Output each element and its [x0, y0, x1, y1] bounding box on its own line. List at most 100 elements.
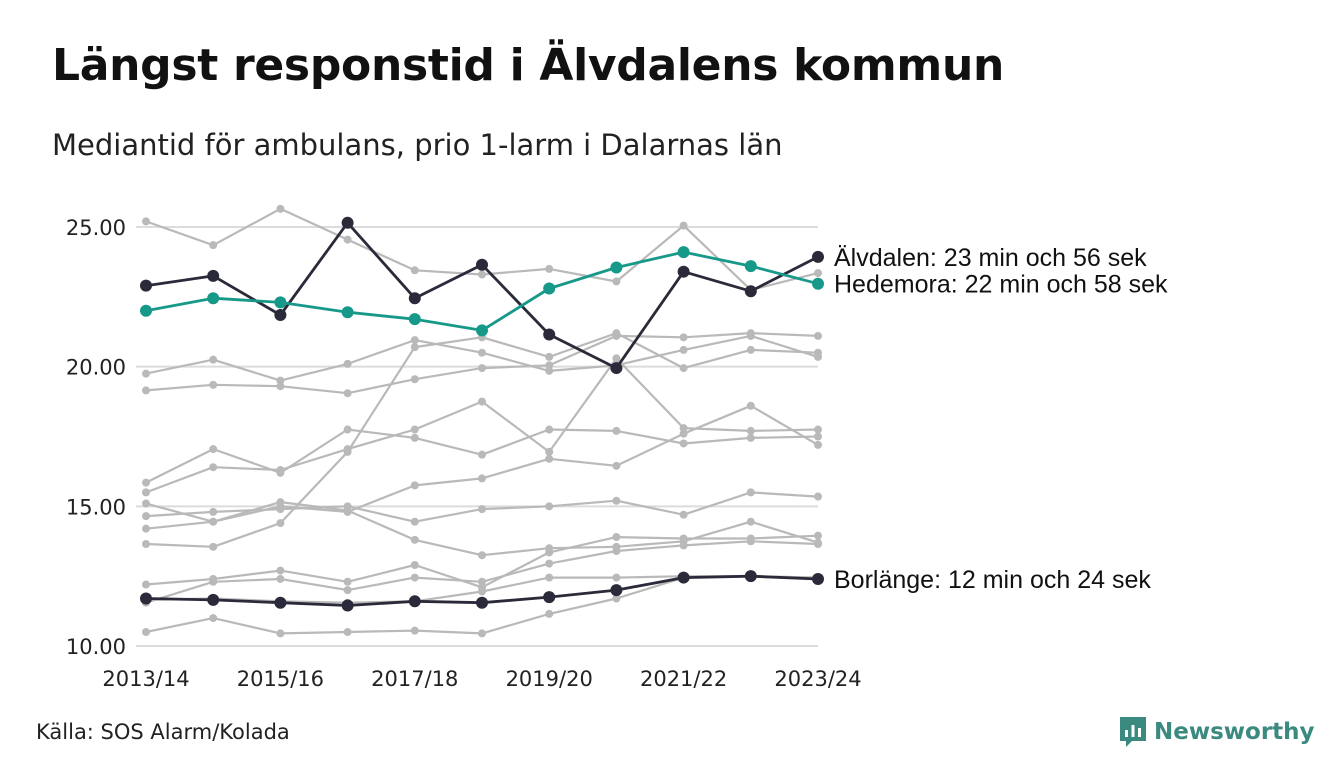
x-axis-ticks: 2013/14 2015/16 2017/18 2019/20 2021/22 2023/… — [102, 667, 861, 691]
data-point — [142, 512, 150, 521]
data-point — [343, 235, 352, 244]
data-point — [343, 389, 352, 398]
data-point — [677, 265, 690, 278]
data-point — [209, 517, 218, 526]
data-point — [545, 502, 554, 511]
data-point — [209, 614, 218, 623]
chart-subtitle: Mediantid för ambulans, prio 1-larm i Da… — [52, 128, 783, 162]
data-point — [140, 592, 152, 605]
data-point — [612, 354, 621, 363]
data-point — [746, 517, 755, 526]
y-tick-label: 25.00 — [66, 216, 126, 240]
data-point — [478, 364, 486, 373]
data-point — [744, 260, 757, 273]
data-point — [410, 375, 419, 384]
data-point — [410, 573, 419, 582]
data-point — [612, 426, 621, 435]
data-point — [476, 324, 488, 337]
data-point — [142, 217, 150, 226]
series-end-label: Hedemora: 22 min och 58 sek — [834, 271, 1168, 299]
data-point — [274, 296, 287, 309]
data-point — [274, 596, 287, 609]
y-tick-label: 15.00 — [66, 495, 126, 519]
data-point — [478, 577, 486, 586]
data-point — [679, 424, 688, 433]
data-point — [814, 269, 822, 278]
x-tick-label: 2019/20 — [506, 667, 593, 691]
data-point — [814, 331, 822, 340]
data-point — [476, 258, 488, 271]
data-point — [341, 216, 354, 229]
data-point — [142, 499, 150, 508]
data-point — [341, 599, 354, 612]
data-point — [207, 269, 220, 282]
data-point — [343, 577, 352, 586]
data-point — [209, 463, 218, 472]
data-point — [478, 270, 486, 279]
data-point — [140, 304, 152, 317]
data-point — [140, 279, 152, 292]
x-tick-label: 2015/16 — [237, 667, 324, 691]
data-point — [746, 488, 755, 497]
background-series-line — [142, 329, 822, 551]
data-point — [209, 380, 218, 389]
data-point — [276, 376, 285, 385]
highlighted-series — [140, 216, 824, 612]
data-point — [343, 586, 352, 595]
data-point — [341, 306, 354, 319]
data-point — [543, 591, 556, 604]
data-point — [209, 507, 218, 516]
data-point — [142, 628, 150, 637]
brand-name: Newsworthy — [1154, 719, 1315, 745]
x-tick-label: 2017/18 — [371, 667, 458, 691]
data-point — [142, 540, 150, 549]
data-point — [343, 628, 352, 637]
data-point — [545, 454, 554, 463]
data-point — [612, 594, 621, 603]
background-series-line — [142, 537, 822, 607]
data-point — [410, 433, 419, 442]
data-point — [812, 277, 824, 290]
data-point — [545, 548, 554, 557]
data-point — [812, 250, 824, 263]
data-point — [478, 551, 486, 560]
source-note: Källa: SOS Alarm/Kolada — [36, 720, 290, 744]
data-point — [478, 629, 486, 638]
data-point — [545, 559, 554, 568]
data-point — [142, 524, 150, 533]
data-point — [610, 261, 623, 274]
data-point — [545, 352, 554, 361]
data-point — [679, 541, 688, 550]
data-point — [744, 285, 757, 298]
data-point — [612, 329, 621, 338]
newsworthy-logo-icon — [1120, 717, 1146, 747]
data-point — [746, 433, 755, 442]
grid-lines — [136, 226, 818, 647]
y-tick-label: 20.00 — [66, 356, 126, 380]
data-point — [814, 492, 822, 501]
data-point — [677, 571, 690, 584]
background-series-line — [142, 488, 822, 526]
data-point — [142, 488, 150, 497]
data-point — [612, 573, 621, 582]
data-point — [679, 534, 688, 543]
data-point — [142, 369, 150, 378]
y-axis-ticks: 10.00 15.00 20.00 25.00 — [66, 216, 126, 659]
background-series-line — [142, 204, 822, 294]
data-point — [812, 572, 824, 585]
data-point — [746, 329, 755, 338]
data-point — [276, 519, 285, 528]
highlighted-series-line — [145, 221, 819, 370]
data-point — [814, 540, 822, 549]
data-point — [276, 466, 285, 475]
data-point — [410, 626, 419, 635]
data-point — [408, 292, 421, 305]
data-point — [142, 478, 150, 487]
data-point — [142, 580, 150, 589]
data-point — [476, 596, 488, 609]
data-point — [478, 397, 486, 406]
data-point — [814, 425, 822, 434]
data-point — [545, 264, 554, 273]
data-point — [746, 345, 755, 354]
